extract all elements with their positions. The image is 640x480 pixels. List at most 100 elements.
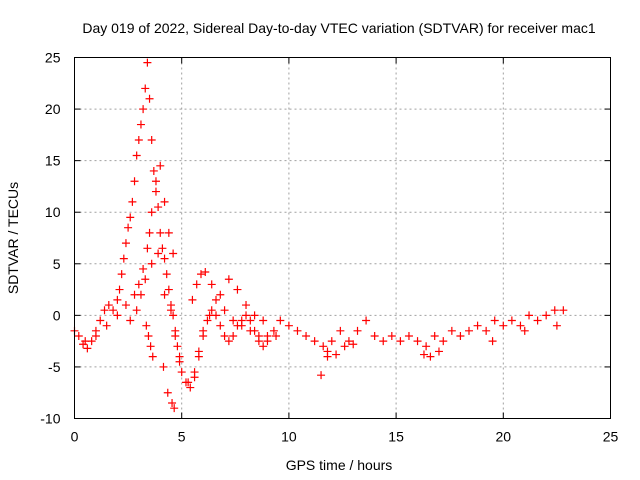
- data-point: [83, 344, 92, 353]
- data-point: [336, 326, 345, 335]
- x-tick-label: 25: [603, 429, 619, 445]
- data-point: [237, 321, 246, 330]
- data-point: [190, 373, 199, 382]
- data-point: [559, 306, 568, 315]
- data-point: [332, 350, 341, 359]
- data-point: [456, 331, 465, 340]
- x-axis-tick-labels: 0 5 10 15 20 25: [71, 429, 619, 445]
- data-point: [119, 254, 128, 263]
- data-point: [201, 268, 210, 277]
- y-tick-label: -5: [48, 359, 61, 375]
- data-point: [188, 295, 197, 304]
- y-axis-label: SDTVAR / TECUs: [5, 182, 21, 294]
- x-tick-label: 15: [388, 429, 404, 445]
- data-point: [317, 371, 326, 380]
- data-point: [439, 337, 448, 346]
- data-point: [168, 399, 177, 408]
- data-point: [259, 342, 268, 351]
- data-point: [154, 203, 163, 212]
- data-point: [242, 311, 251, 320]
- data-point: [203, 316, 212, 325]
- data-point: [323, 347, 332, 356]
- data-point: [220, 306, 229, 315]
- data-point: [473, 321, 482, 330]
- data-point: [490, 316, 499, 325]
- data-point: [148, 352, 157, 361]
- data-point: [160, 290, 169, 299]
- data-point: [499, 321, 508, 330]
- data-point: [340, 342, 349, 351]
- data-point: [100, 306, 109, 315]
- x-axis-label: GPS time / hours: [286, 457, 393, 473]
- data-point: [482, 326, 491, 335]
- data-point: [293, 326, 302, 335]
- data-point: [224, 337, 233, 346]
- data-point: [229, 331, 238, 340]
- data-point: [216, 290, 225, 299]
- data-point: [166, 306, 175, 315]
- data-point: [136, 290, 145, 299]
- data-point: [144, 331, 153, 340]
- data-point: [362, 316, 371, 325]
- data-point: [177, 368, 186, 377]
- data-point: [379, 337, 388, 346]
- y-tick-label: 0: [53, 307, 61, 323]
- data-point: [246, 316, 255, 325]
- data-point: [246, 326, 255, 335]
- data-point: [224, 275, 233, 284]
- data-point: [353, 326, 362, 335]
- data-point: [344, 337, 353, 346]
- data-point: [151, 177, 160, 186]
- data-point: [216, 321, 225, 330]
- data-point: [542, 311, 551, 320]
- data-point: [533, 316, 542, 325]
- data-point: [164, 285, 173, 294]
- data-point: [81, 337, 90, 346]
- data-point: [117, 270, 126, 279]
- data-point: [132, 306, 141, 315]
- data-point: [91, 331, 100, 340]
- data-point: [109, 306, 118, 315]
- data-point: [121, 301, 130, 310]
- data-point: [139, 105, 148, 114]
- data-point: [143, 58, 152, 67]
- data-point: [146, 342, 155, 351]
- data-point: [121, 239, 130, 248]
- data-point: [310, 337, 319, 346]
- data-point: [169, 249, 178, 258]
- data-point: [143, 244, 152, 253]
- data-point: [464, 326, 473, 335]
- data-point: [184, 378, 193, 387]
- data-point: [507, 316, 516, 325]
- data-point: [126, 213, 135, 222]
- data-point: [272, 331, 281, 340]
- data-point: [263, 337, 272, 346]
- x-tick-label: 10: [281, 429, 297, 445]
- data-point: [319, 342, 328, 351]
- data-point: [186, 383, 195, 392]
- data-point: [207, 306, 216, 315]
- data-point: [413, 337, 422, 346]
- x-tick-label: 20: [496, 429, 512, 445]
- data-point: [147, 136, 156, 145]
- data-point: [276, 316, 285, 325]
- data-point: [104, 301, 113, 310]
- data-point: [552, 321, 561, 330]
- data-point: [126, 316, 135, 325]
- data-point: [145, 94, 154, 103]
- data-point: [525, 311, 534, 320]
- data-point: [102, 321, 111, 330]
- data-point: [422, 342, 431, 351]
- data-point: [149, 166, 158, 175]
- y-tick-label: -10: [40, 411, 60, 427]
- data-point: [250, 311, 259, 320]
- data-point: [169, 311, 178, 320]
- data-point: [396, 337, 405, 346]
- chart-title: Day 019 of 2022, Sidereal Day-to-day VTE…: [82, 20, 595, 36]
- y-tick-label: 20: [45, 101, 61, 117]
- y-tick-label: 10: [45, 204, 61, 220]
- data-point: [327, 337, 336, 346]
- data-point: [196, 270, 205, 279]
